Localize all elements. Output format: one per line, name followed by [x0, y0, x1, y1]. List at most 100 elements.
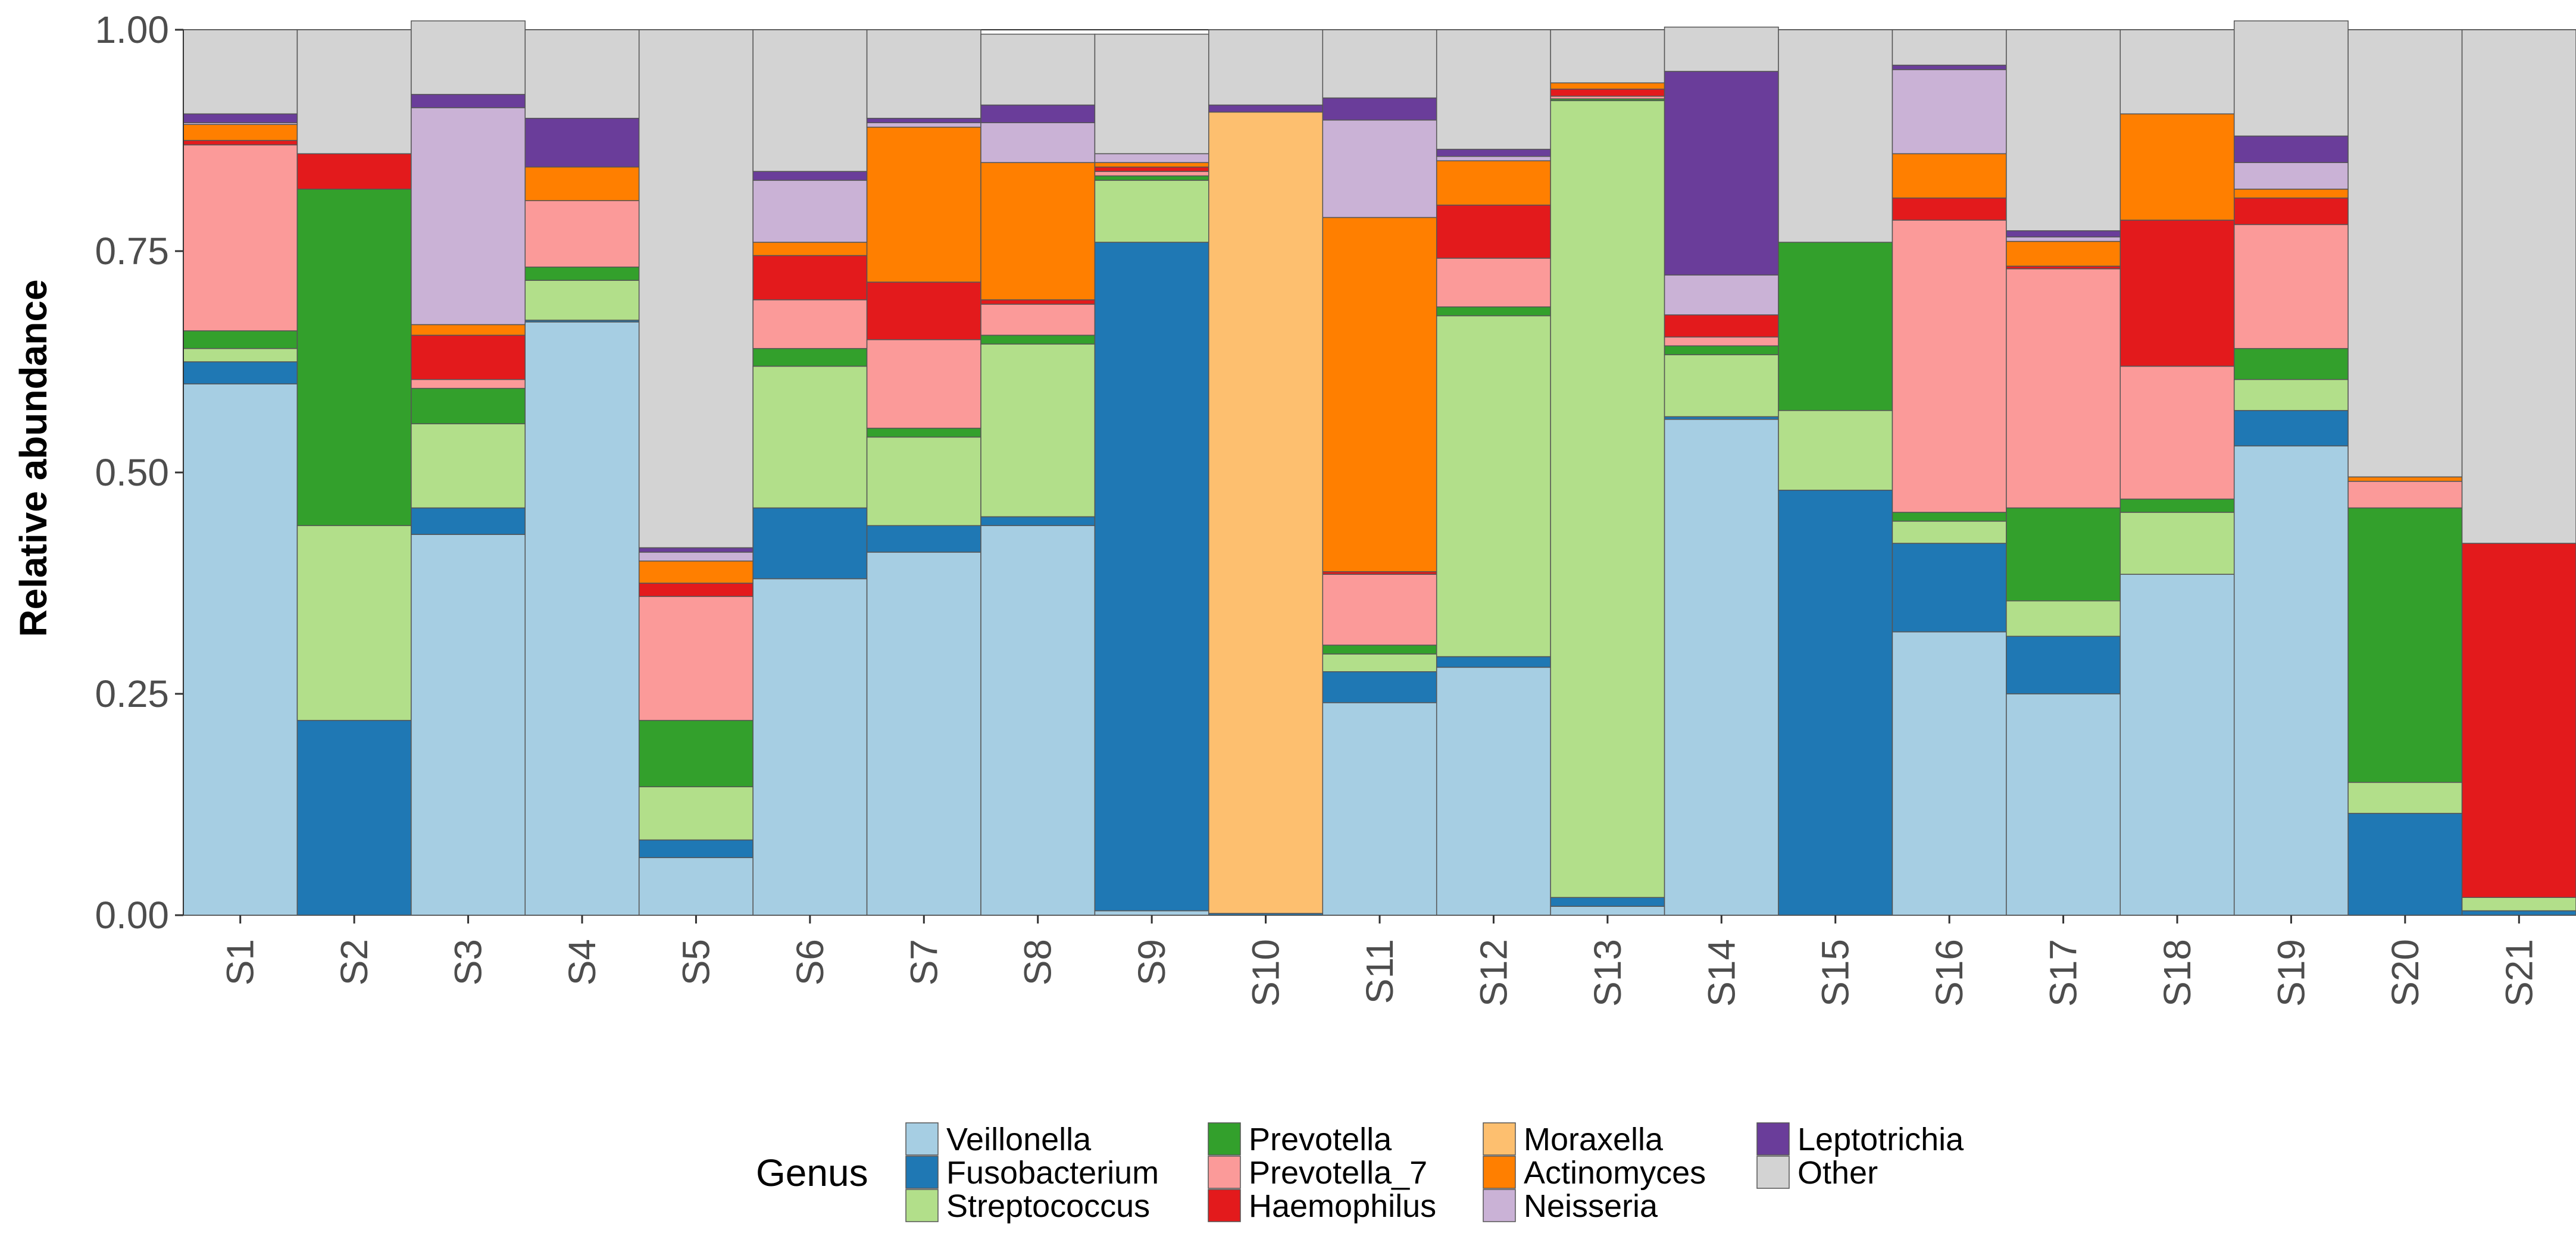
bar-segment-s15-prevotella: [1778, 242, 1893, 411]
bar-segment-s4-streptococcus: [524, 280, 640, 321]
bar-segment-s8-prevotella-7: [980, 303, 1096, 336]
bar-segment-s16-haemophilus: [1892, 197, 2007, 221]
bar-segment-s18-prevotella-7: [2119, 365, 2235, 500]
legend-item-streptococcus: Streptococcus: [905, 1188, 1150, 1224]
legend-label: Haemophilus: [1249, 1188, 1436, 1224]
bar-segment-s12-streptococcus: [1436, 315, 1551, 658]
x-tick-label: S12: [1472, 939, 1515, 1007]
x-tick-label: S7: [902, 939, 945, 985]
bar-segment-s11-prevotella-7: [1322, 574, 1437, 646]
bar-segment-s1-streptococcus: [183, 348, 298, 362]
bar-segment-s17-neisseria: [2006, 236, 2121, 242]
y-tick-label: 0.25: [95, 672, 169, 715]
bar-segment-s6-streptococcus: [752, 365, 868, 509]
bar-segment-s18-prevotella: [2119, 498, 2235, 513]
bar-segment-s11-actinomyces: [1322, 217, 1437, 572]
x-tick-label: S18: [2156, 939, 2199, 1007]
x-tick-label: S9: [1130, 939, 1173, 985]
bar-segment-s7-veillonella: [866, 552, 981, 916]
bar-segment-s19-neisseria: [2233, 162, 2349, 190]
bar-segment-s11-other: [1322, 29, 1437, 99]
bar-segment-s18-other: [2119, 29, 2235, 115]
bar-stack-s15: [1778, 29, 1893, 916]
bar-segment-s9-fusobacterium: [1094, 242, 1209, 912]
legend-swatch: [1483, 1189, 1516, 1222]
bar-segment-s1-fusobacterium: [183, 361, 298, 384]
bar-segment-s17-actinomyces: [2006, 240, 2121, 267]
bar-segment-s8-actinomyces: [980, 162, 1096, 300]
bar-segment-s9-prevotella-7: [1094, 171, 1209, 177]
bar-segment-s12-prevotella-7: [1436, 258, 1551, 308]
bar-segment-s20-actinomyces: [2347, 476, 2463, 482]
bar-segment-s6-haemophilus: [752, 255, 868, 300]
x-tick-label: S13: [1586, 939, 1629, 1007]
bar-segment-s21-fusobacterium: [2461, 910, 2576, 916]
bar-segment-s13-streptococcus: [1550, 100, 1665, 898]
x-tick-label: S1: [219, 939, 262, 985]
bar-segment-s9-actinomyces: [1094, 162, 1209, 168]
bar-segment-s7-haemophilus: [866, 281, 981, 340]
bar-segment-s12-haemophilus: [1436, 204, 1551, 259]
bar-stack-s7: [866, 29, 981, 916]
bar-segment-s16-other: [1892, 29, 2007, 66]
bar-segment-s6-veillonella: [752, 578, 868, 916]
bar-segment-s19-fusobacterium: [2233, 410, 2349, 447]
bar-segment-s19-prevotella: [2233, 348, 2349, 380]
bar-segment-s17-fusobacterium: [2006, 636, 2121, 694]
bar-segment-s17-prevotella: [2006, 507, 2121, 602]
bar-segment-s6-prevotella-7: [752, 299, 868, 349]
bar-segment-s14-other: [1664, 26, 1779, 72]
bar-segment-s12-fusobacterium: [1436, 656, 1551, 668]
bar-segment-s19-streptococcus: [2233, 379, 2349, 411]
bar-segment-s3-leptotrichia: [411, 93, 526, 108]
bar-segment-s14-prevotella: [1664, 345, 1779, 355]
bar-segment-s3-veillonella: [411, 534, 526, 916]
legend-swatch: [905, 1189, 939, 1222]
bar-segment-s10-other: [1208, 29, 1324, 106]
legend-item-neisseria: Neisseria: [1483, 1188, 1658, 1224]
bar-segment-s17-other: [2006, 29, 2121, 231]
bar-segment-s16-prevotella-7: [1892, 220, 2007, 513]
bar-segment-s18-streptococcus: [2119, 512, 2235, 575]
bar-stack-s5: [638, 29, 754, 916]
bar-segment-s16-streptococcus: [1892, 521, 2007, 544]
bar-segment-s9-neisseria: [1094, 153, 1209, 163]
bar-stack-s2: [296, 29, 412, 916]
x-tick-label: S19: [2269, 939, 2312, 1007]
legend-label: Prevotella: [1249, 1122, 1392, 1157]
legend-swatch: [1208, 1189, 1241, 1222]
bar-segment-s16-fusobacterium: [1892, 543, 2007, 633]
bar-segment-s4-actinomyces: [524, 166, 640, 201]
bar-stack-s21: [2461, 29, 2576, 916]
bar-segment-s18-veillonella: [2119, 574, 2235, 916]
bar-segment-s17-prevotella-7: [2006, 268, 2121, 509]
bar-segment-s11-leptotrichia: [1322, 97, 1437, 121]
legend-label: Other: [1797, 1155, 1878, 1191]
bar-segment-s14-prevotella-7: [1664, 336, 1779, 346]
bar-segment-s14-leptotrichia: [1664, 71, 1779, 276]
bar-stack-s18: [2119, 29, 2235, 916]
bar-segment-s7-other: [866, 29, 981, 119]
bar-segment-s12-leptotrichia: [1436, 149, 1551, 157]
bar-stack-s16: [1892, 29, 2007, 916]
legend-title: Genus: [756, 1151, 868, 1194]
legend-swatch: [905, 1156, 939, 1189]
y-tick-label: 1.00: [95, 8, 169, 51]
bar-segment-s13-fusobacterium: [1550, 897, 1665, 907]
bar-segment-s18-haemophilus: [2119, 220, 2235, 367]
bar-segment-s19-prevotella-7: [2233, 224, 2349, 349]
legend-label: Veillonella: [946, 1122, 1092, 1157]
bar-segment-s3-streptococcus: [411, 423, 526, 509]
bar-segment-s16-neisseria: [1892, 69, 2007, 155]
bar-segment-s15-fusobacterium: [1778, 490, 1893, 916]
bar-segment-s14-neisseria: [1664, 274, 1779, 315]
bar-segment-s8-streptococcus: [980, 343, 1096, 518]
bar-segment-s11-veillonella: [1322, 702, 1437, 916]
legend-item-veillonella: Veillonella: [905, 1122, 1092, 1157]
x-tick-label: S16: [1928, 939, 1971, 1007]
bar-segment-s8-other: [980, 33, 1096, 106]
bar-segment-s7-prevotella: [866, 427, 981, 438]
bar-segment-s12-other: [1436, 29, 1551, 150]
bar-stack-s4: [524, 29, 640, 916]
y-tick-label: 0.75: [95, 230, 169, 273]
